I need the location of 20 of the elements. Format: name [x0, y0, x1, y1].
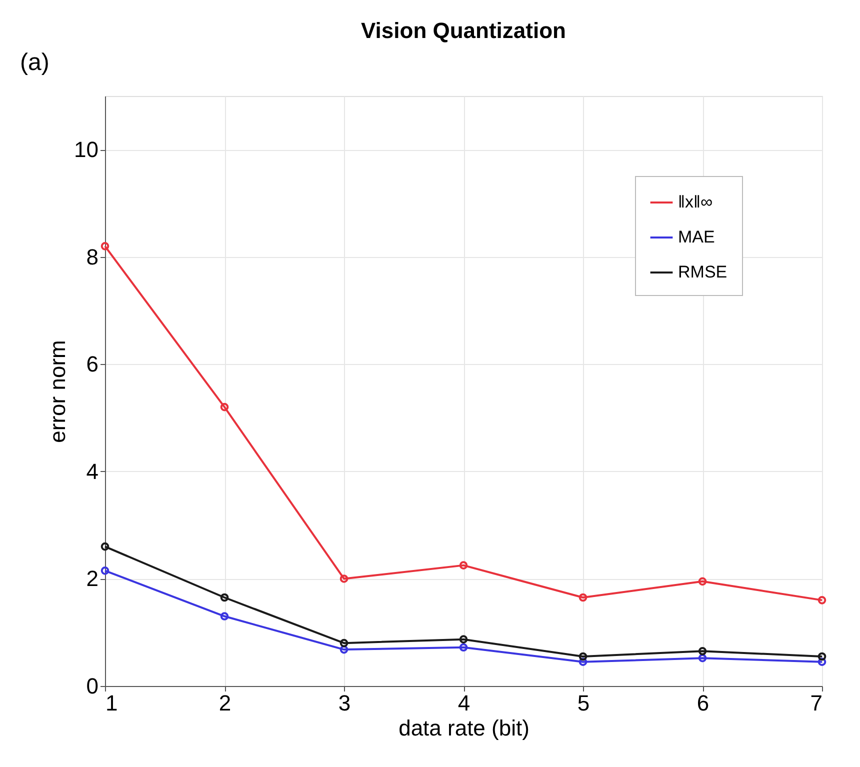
x-tick-label: 1 [106, 690, 118, 716]
legend-label: MAE [678, 228, 715, 246]
x-tick-label: 3 [338, 690, 351, 716]
x-tick-label: 4 [458, 690, 470, 716]
x-tick-label: 5 [577, 690, 590, 716]
y-tick-label: 8 [86, 244, 98, 270]
legend-label: ‖x‖∞ [678, 192, 713, 212]
y-tick-label: 10 [74, 137, 98, 162]
y-tick-label: 6 [86, 352, 98, 377]
y-axis-title: error norm [45, 340, 70, 443]
y-tick-label: 0 [86, 674, 98, 698]
y-tick-label: 4 [86, 458, 98, 484]
text: (a) [20, 49, 50, 76]
y-tick-label: 2 [86, 566, 98, 592]
x-tick-label: 2 [218, 690, 232, 716]
x-axis-title: data rate (bit) [398, 716, 530, 740]
x-tick-label: 7 [810, 690, 822, 716]
x-tick-label: 6 [696, 690, 710, 716]
chart-title: Vision Quantization [361, 18, 566, 43]
legend-label: RMSE [678, 262, 728, 282]
